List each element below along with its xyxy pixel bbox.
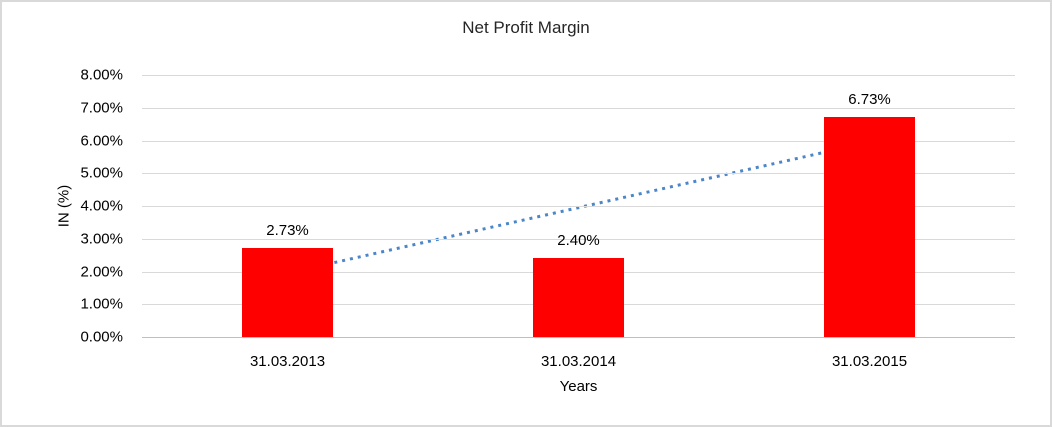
gridline [142,75,1015,76]
gridline [142,141,1015,142]
x-axis-title: Years [559,378,598,395]
gridline [142,206,1015,207]
trendline [287,140,870,275]
plot-area [142,75,1015,338]
bar-31.03.2014 [533,258,624,337]
data-label: 2.40% [557,232,600,249]
bar-31.03.2013 [242,248,333,337]
y-tick-label: 3.00% [80,230,123,248]
y-tick-label: 2.00% [80,263,123,281]
y-tick-label: 0.00% [80,328,123,346]
x-tick-label: 31.03.2013 [249,353,326,370]
x-tick-label: 31.03.2014 [540,353,617,370]
gridline [142,173,1015,174]
gridline [142,239,1015,240]
y-tick-label: 5.00% [80,164,123,182]
y-tick-label: 6.00% [80,132,123,150]
y-tick-label: 4.00% [80,197,123,215]
gridline [142,108,1015,109]
y-axis-title: IN (%) [55,184,73,228]
data-label: 2.73% [266,222,309,239]
data-label: 6.73% [848,91,891,108]
x-tick-label: 31.03.2015 [831,353,908,370]
x-axis-line [142,337,1015,338]
y-tick-label: 1.00% [80,295,123,313]
y-tick-label: 7.00% [80,99,123,117]
chart-title: Net Profit Margin [462,18,590,37]
bar-31.03.2015 [824,117,915,337]
y-tick-label: 8.00% [80,66,123,84]
